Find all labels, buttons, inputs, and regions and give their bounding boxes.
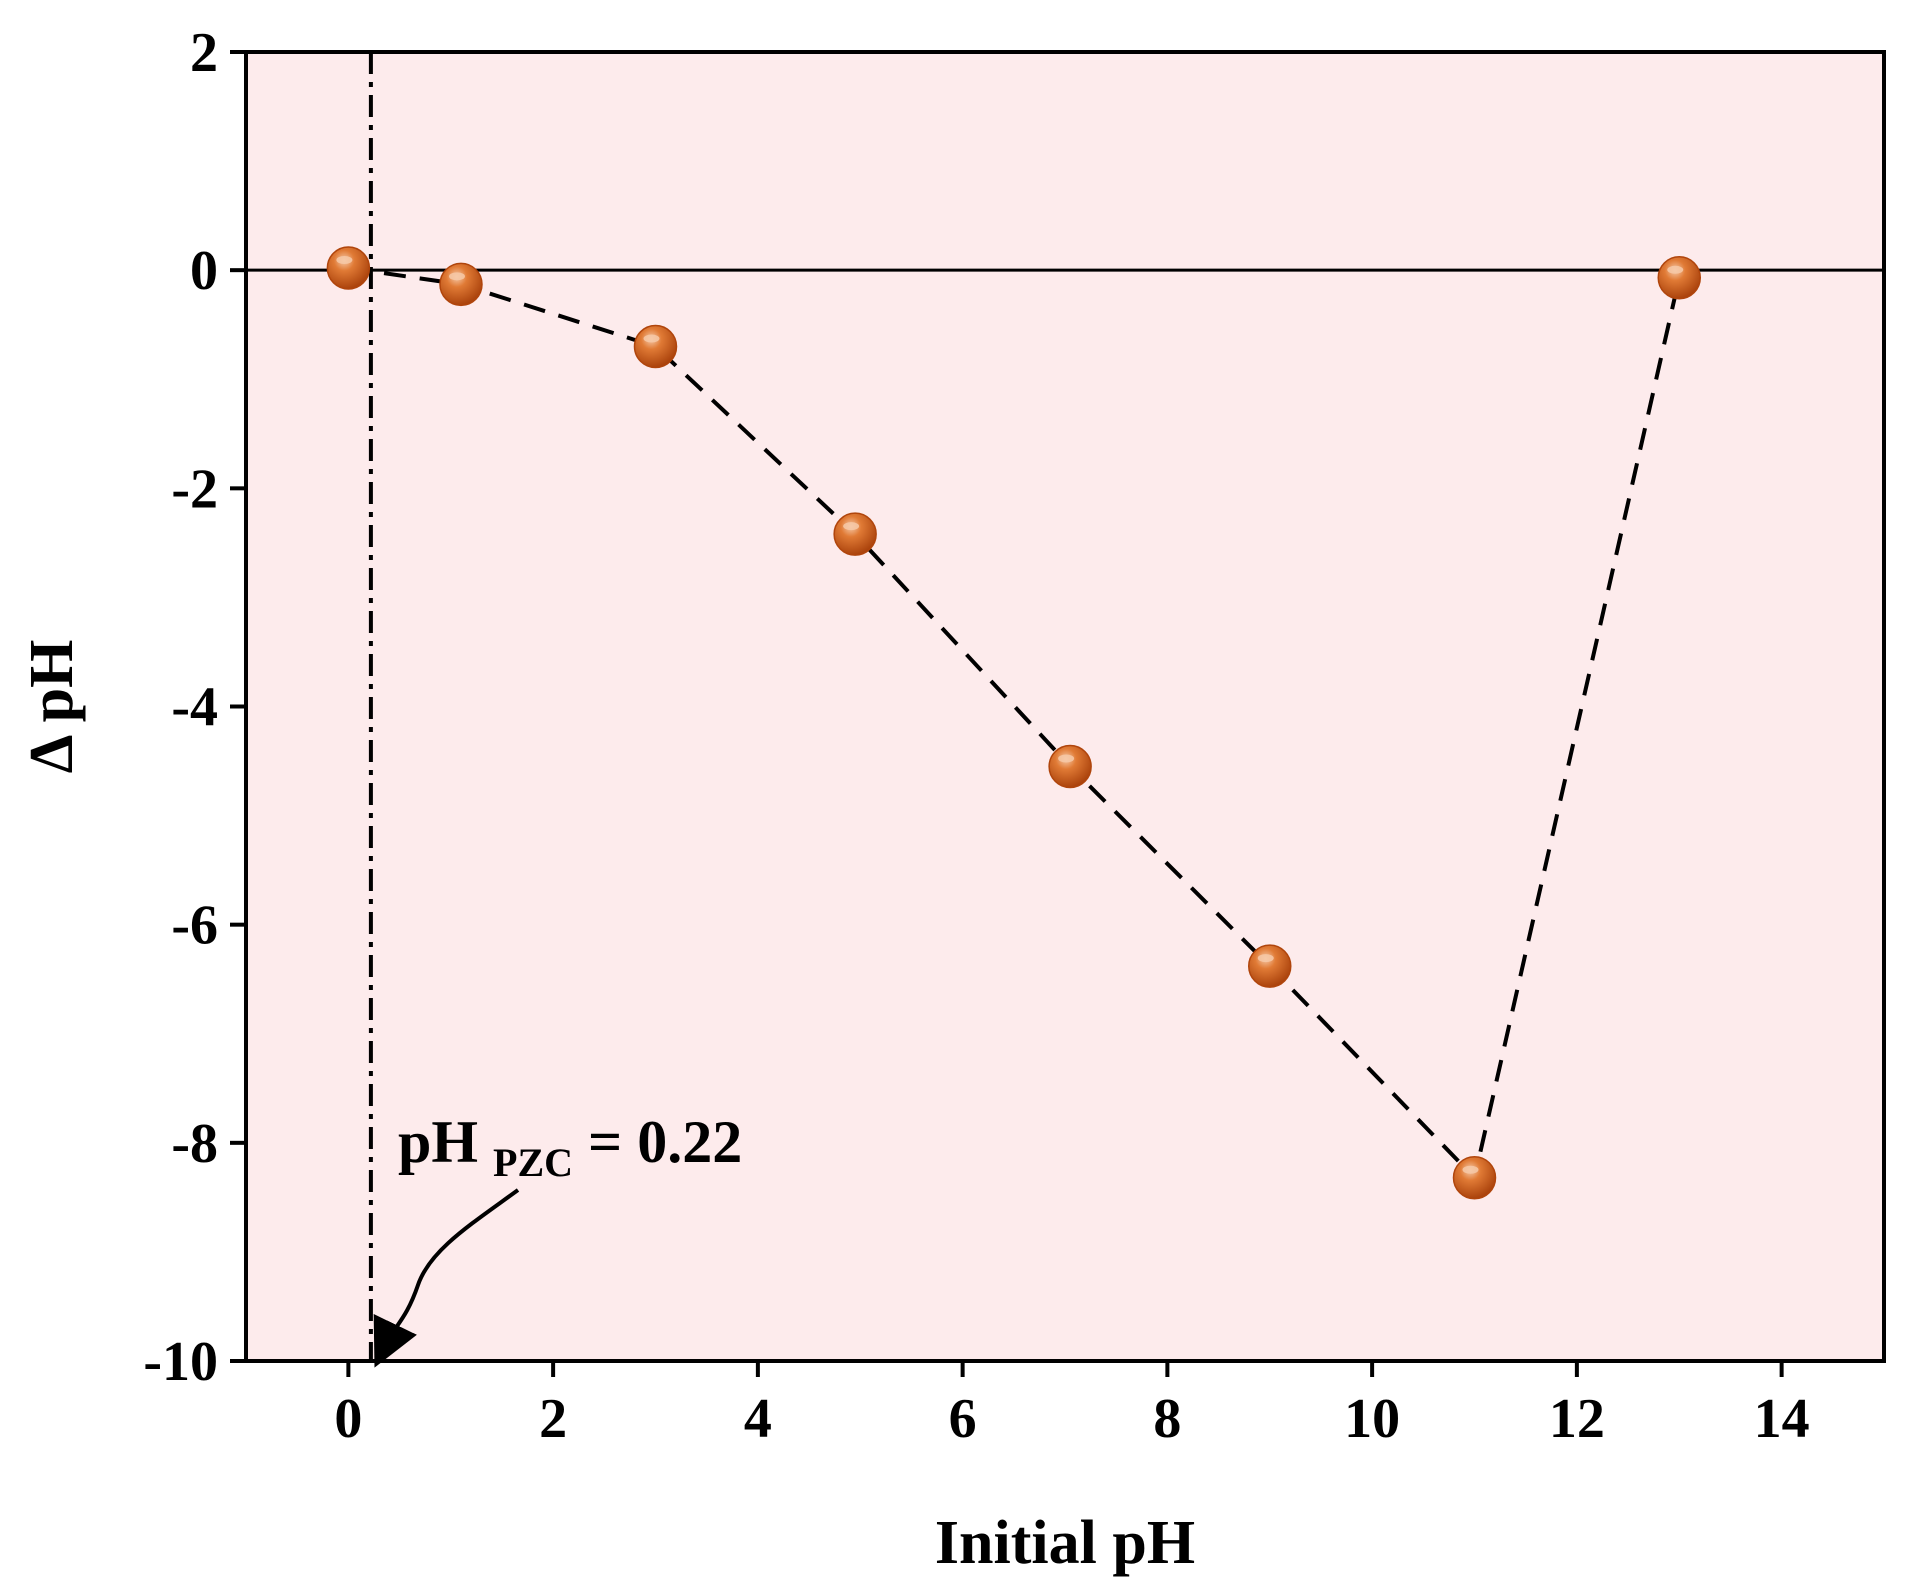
x-tick-label: 2	[539, 1388, 567, 1450]
data-point-highlight	[1667, 265, 1684, 274]
pzc-annotation-tail: = 0.22	[588, 1109, 742, 1175]
y-tick-label: 0	[190, 240, 218, 302]
data-point	[1248, 944, 1292, 988]
data-point-highlight	[448, 272, 465, 281]
data-point-highlight	[843, 522, 860, 531]
data-point	[439, 262, 483, 307]
data-point	[326, 246, 371, 290]
x-tick-label: 12	[1549, 1388, 1605, 1450]
y-tick-label: -10	[143, 1331, 218, 1393]
data-point	[833, 512, 877, 556]
data-point	[1657, 256, 1701, 300]
pzc-arrow	[373, 1188, 520, 1368]
data-point-highlight	[1462, 1165, 1479, 1174]
y-axis-title: Δ pH	[18, 640, 86, 774]
data-point	[1452, 1155, 1497, 1200]
data-point	[633, 324, 678, 369]
x-tick-label: 0	[334, 1388, 362, 1450]
data-point-highlight	[1058, 754, 1075, 763]
x-tick-label: 4	[744, 1388, 772, 1450]
pzc-annotation-sub: PZC	[493, 1140, 573, 1185]
data-point-highlight	[336, 255, 353, 264]
y-tick-label: -4	[171, 677, 218, 739]
x-tick-label: 6	[949, 1388, 977, 1450]
y-tick-label: -8	[171, 1113, 218, 1175]
x-tick-label: 10	[1344, 1388, 1400, 1450]
series-line-0	[348, 266, 1682, 1182]
x-tick-label: 8	[1153, 1388, 1181, 1450]
data-point-highlight	[643, 334, 660, 343]
pzc-annotation-main: pH	[398, 1109, 478, 1175]
y-tick-label: 2	[190, 22, 218, 84]
pzc-annotation: pH PZC = 0.22	[398, 1109, 742, 1189]
y-tick-label: -6	[171, 895, 218, 957]
data-point	[1048, 744, 1092, 789]
data-point-highlight	[1257, 954, 1274, 963]
x-tick-label: 14	[1754, 1388, 1810, 1450]
x-axis-title: Initial pH	[935, 1509, 1195, 1577]
y-tick-label: -2	[171, 458, 218, 520]
